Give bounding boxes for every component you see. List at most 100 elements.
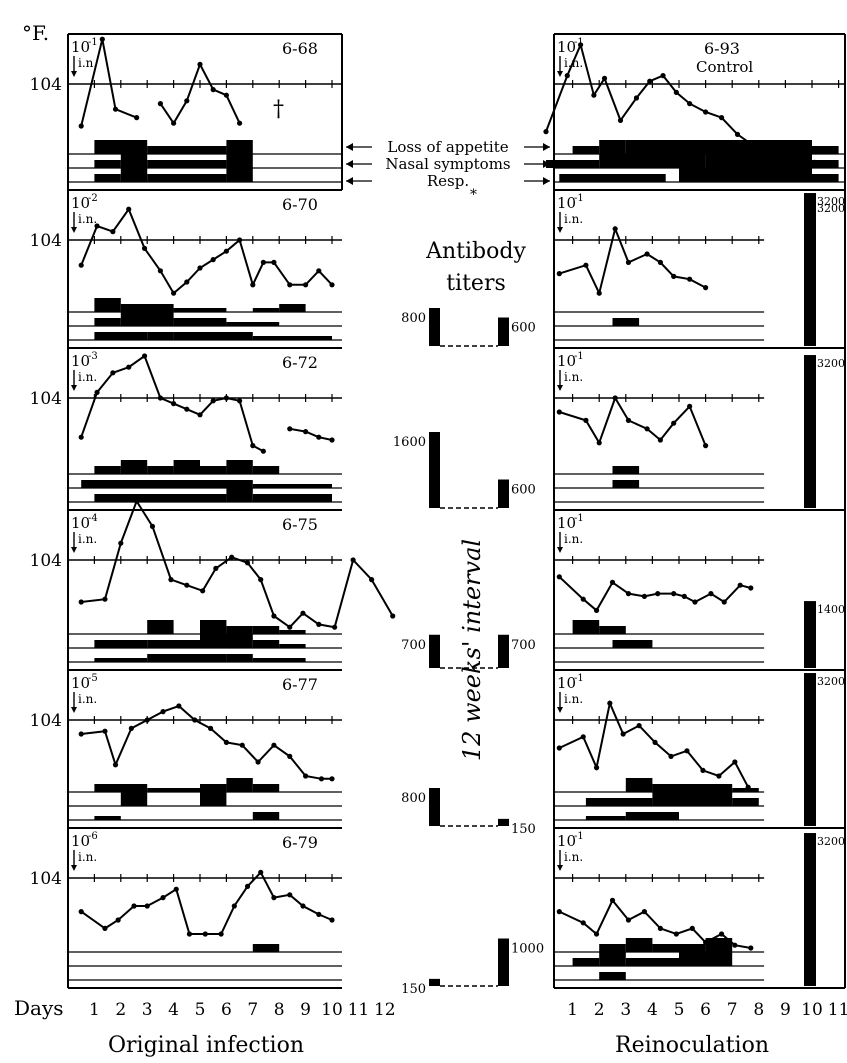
- day-tick-reinoculation-10: 10: [801, 1000, 823, 1020]
- route-label-row4-R: i.n.: [564, 692, 583, 706]
- symptom-bar-6-75-L-2-2: [200, 654, 227, 662]
- panel-title-6-93-R: 6-93: [704, 39, 740, 58]
- symptom-bar-row4-R-0-2: [679, 784, 733, 792]
- dose-label-6-68-L: 10: [71, 38, 90, 56]
- titer-after-label-6-72: 3200: [817, 357, 845, 370]
- route-label-6-70-L: i.n.: [78, 212, 97, 226]
- dose-exponent-6-68-L: -1: [88, 37, 98, 48]
- temp-curve-6-68-L: [159, 61, 241, 126]
- titer-after-bar-6-79: [804, 833, 816, 986]
- symptom-bar-6-93-R-1-0: [546, 160, 600, 168]
- day-tick-original-8: 8: [274, 1000, 285, 1020]
- titer-original-bar-6-75: [429, 634, 440, 668]
- symptom-bar-row4-R-2-0: [585, 816, 626, 820]
- symptom-bar-6-75-L-0-2: [226, 626, 253, 634]
- symptom-bar-6-93-R-0-2: [625, 140, 812, 154]
- symptom-bar-6-70-L-0-4: [279, 304, 306, 312]
- symptom-bar-6-75-L-1-3: [252, 640, 280, 648]
- symptom-bar-6-77-L-0-2: [200, 784, 227, 792]
- symptom-bar-6-68-L-1-0: [94, 160, 121, 168]
- antibody-title-line2: titers: [446, 271, 506, 296]
- titer-before-bar-6-75: [498, 634, 509, 668]
- dose-label-row1-R: 10: [557, 194, 576, 212]
- symptom-bar-6-68-L-0-2: [226, 140, 253, 154]
- titer-after-label-6-93: 3200: [817, 202, 845, 215]
- temp-curve-row4-R: [558, 699, 750, 788]
- symptom-bar-row5-R-1-0: [572, 958, 600, 966]
- temp-curve-row2-R: [558, 395, 707, 446]
- dose-label-row5-R: 10: [557, 832, 576, 850]
- titer-before-label-6-75: 700: [511, 638, 536, 653]
- day-tick-reinoculation-8: 8: [753, 1000, 764, 1020]
- day-tick-original-5: 5: [195, 1000, 206, 1020]
- titer-original-label-6-72: 1600: [393, 435, 426, 450]
- symptom-bar-6-68-L-2-1: [120, 168, 148, 182]
- temp-curve-6-72-L: [289, 427, 333, 441]
- symptom-bar-6-72-L-0-2: [147, 466, 174, 474]
- route-label-row3-R: i.n.: [564, 532, 583, 546]
- temp-curve-6-75-L: [81, 498, 394, 629]
- symptom-bar-6-72-L-0-0: [94, 466, 121, 474]
- inoculation-arrowhead-6-93-R: [557, 71, 563, 77]
- panel-title-6-70-L: 6-70: [282, 195, 318, 214]
- temp-curve-row5-R: [558, 898, 751, 949]
- legend-arrowhead-right-0: [543, 143, 550, 151]
- day-tick-original-12: 12: [374, 1000, 396, 1020]
- symptom-bar-6-93-R-1-3: [812, 160, 839, 168]
- symptom-bar-6-77-L-0-4: [252, 784, 280, 792]
- symptom-bar-row5-R-0-1: [625, 938, 653, 952]
- route-label-6-79-L: i.n.: [78, 850, 97, 864]
- temp-104-label-6-75-L: 104: [30, 551, 62, 571]
- titer-before-bar-6-77: [498, 818, 509, 826]
- inoculation-arrowhead-row4-R: [557, 707, 563, 713]
- symptom-bar-6-77-L-2-0: [94, 816, 121, 820]
- legend-label-0: Loss of appetite: [387, 138, 508, 156]
- symptom-bar-6-70-L-0-1: [120, 304, 174, 312]
- titer-after-label-6-75: 1400: [817, 603, 845, 616]
- day-tick-reinoculation-2: 2: [594, 1000, 605, 1020]
- symptom-bar-row4-R-0-0: [625, 778, 653, 792]
- symptom-bar-6-72-L-0-3: [173, 460, 200, 474]
- titer-after-bar-6-93: [804, 200, 816, 346]
- symptom-bar-6-93-R-2-0: [559, 174, 613, 182]
- symptom-bar-row5-R-1-1: [599, 952, 626, 966]
- symptom-bar-6-68-L-0-0: [94, 140, 148, 154]
- dose-label-6-77-L: 10: [71, 674, 90, 692]
- temp-curve-6-68-L: [80, 38, 138, 127]
- symptom-bar-row3-R-0-0: [572, 620, 600, 634]
- inoculation-arrowhead-6-70-L: [71, 227, 77, 233]
- titer-original-label-6-77: 800: [401, 791, 426, 806]
- symptom-bar-6-70-L-2-1: [147, 332, 174, 340]
- symptom-bar-6-75-L-0-0: [147, 620, 174, 634]
- symptom-bar-row4-R-1-2: [679, 792, 733, 806]
- temp-curve-6-77-L: [81, 704, 332, 780]
- symptom-bar-row5-R-1-2: [625, 958, 679, 966]
- day-tick-original-1: 1: [89, 1000, 100, 1020]
- legend-label-1: Nasal symptoms: [385, 155, 510, 173]
- inoculation-arrowhead-6-77-L: [71, 707, 77, 713]
- symptom-bar-row3-R-0-1: [599, 626, 626, 634]
- symptom-bar-6-93-R-0-1: [599, 140, 626, 154]
- day-tick-original-9: 9: [300, 1000, 311, 1020]
- titer-before-bar-6-70: [498, 317, 509, 346]
- symptom-bar-row4-R-0-1: [652, 784, 679, 792]
- legend-arrowhead-left-1: [346, 160, 353, 168]
- inoculation-arrowhead-6-75-L: [71, 547, 77, 553]
- dose-label-6-72-L: 10: [71, 352, 90, 370]
- panel-title-6-72-L: 6-72: [282, 353, 318, 372]
- titer-original-bar-6-70: [429, 308, 440, 346]
- temp-104-label-6-72-L: 104: [30, 389, 62, 409]
- day-tick-reinoculation-9: 9: [780, 1000, 791, 1020]
- symptom-bar-6-70-L-2-3: [252, 336, 332, 340]
- day-tick-original-4: 4: [168, 1000, 179, 1020]
- inoculation-arrowhead-6-72-L: [71, 385, 77, 391]
- titer-original-bar-6-77: [429, 788, 440, 826]
- panel-subtitle-6-93-R: Control: [696, 58, 753, 76]
- temp-curve-row1-R: [558, 225, 707, 297]
- titer-after-bar-6-77: [804, 673, 816, 826]
- dose-exponent-row4-R: -1: [574, 673, 584, 684]
- symptom-bar-row4-R-2-1: [625, 812, 679, 820]
- degree-label: °F.: [22, 21, 49, 45]
- dose-label-6-75-L: 10: [71, 514, 90, 532]
